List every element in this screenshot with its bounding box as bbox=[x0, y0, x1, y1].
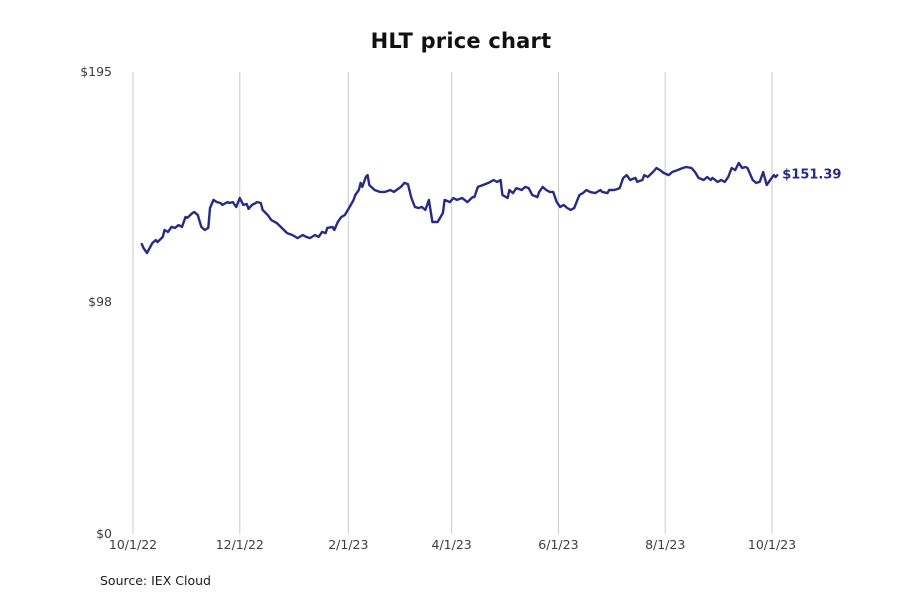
x-axis-tick-label: 6/1/23 bbox=[538, 537, 579, 552]
last-price-label: $151.39 bbox=[782, 167, 842, 183]
x-axis-tick-label: 2/1/23 bbox=[328, 537, 369, 552]
x-axis-tick-label: 8/1/23 bbox=[645, 537, 686, 552]
y-axis-tick-label: $195 bbox=[80, 63, 112, 79]
price-line bbox=[140, 161, 779, 255]
y-axis-tick-label: $0 bbox=[96, 525, 112, 541]
x-axis-tick-label: 4/1/23 bbox=[431, 537, 472, 552]
x-axis-tick-label: 10/1/23 bbox=[747, 537, 797, 552]
source-note: Source: IEX Cloud bbox=[100, 573, 211, 588]
x-axis-tick-label: 10/1/22 bbox=[108, 537, 158, 552]
x-axis-tick-label: 12/1/22 bbox=[215, 537, 264, 552]
y-axis-tick-label: $98 bbox=[88, 293, 112, 309]
chart-title: HLT price chart bbox=[370, 29, 552, 53]
